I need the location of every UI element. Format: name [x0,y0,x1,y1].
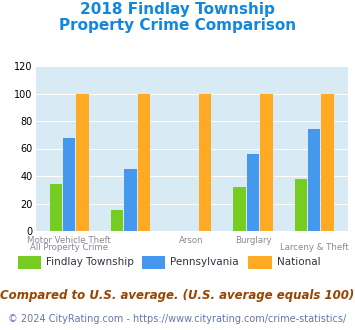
Bar [76,93,89,231]
Bar [199,93,211,231]
Text: Burglary: Burglary [235,236,271,245]
Text: Findlay Township: Findlay Township [46,257,134,267]
Bar [111,211,123,231]
Bar [124,169,137,231]
Bar [322,93,334,231]
Text: Motor Vehicle Theft: Motor Vehicle Theft [27,236,111,245]
Bar [247,154,259,231]
Bar [308,129,321,231]
Bar [295,179,307,231]
Text: 2018 Findlay Township: 2018 Findlay Township [80,2,275,16]
Bar [233,187,246,231]
Text: Larceny & Theft: Larceny & Theft [280,243,349,251]
Bar [260,93,273,231]
Text: Pennsylvania: Pennsylvania [170,257,239,267]
Text: Property Crime Comparison: Property Crime Comparison [59,18,296,33]
Bar [63,138,75,231]
Text: Arson: Arson [179,236,204,245]
Bar [49,184,62,231]
Text: All Property Crime: All Property Crime [30,243,108,251]
Text: © 2024 CityRating.com - https://www.cityrating.com/crime-statistics/: © 2024 CityRating.com - https://www.city… [9,314,346,324]
Text: National: National [277,257,321,267]
Text: Compared to U.S. average. (U.S. average equals 100): Compared to U.S. average. (U.S. average … [0,289,355,302]
Bar [138,93,150,231]
